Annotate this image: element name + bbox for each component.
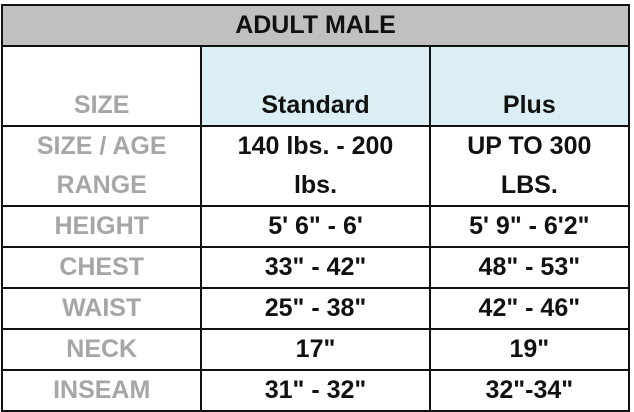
plus-value: 19" (428, 328, 631, 371)
row-label-line: RANGE (56, 171, 147, 199)
plus-column-header: Plus (428, 45, 631, 127)
title-row: ADULT MALE (1, 4, 630, 47)
row-label: HEIGHT (0, 205, 203, 248)
plus-value-line: LBS. (500, 171, 558, 199)
standard-value: 25" - 38" (200, 287, 431, 330)
header-row: SIZE Standard Plus (0, 45, 631, 127)
plus-value: 32"-34" (428, 369, 631, 412)
table-row-neck: NECK 17" 19" (0, 328, 631, 371)
table-row-size-age: SIZE / AGE RANGE 140 lbs. - 200 lbs. UP TO… (0, 125, 631, 207)
row-label: NECK (0, 328, 203, 371)
standard-value: 17" (200, 328, 431, 371)
chart-title: ADULT MALE (1, 4, 630, 47)
plus-value: 48" - 53" (428, 246, 631, 289)
plus-value: 5' 9" - 6'2" (428, 205, 631, 248)
standard-value: 31" - 32" (200, 369, 431, 412)
standard-value-line: 140 lbs. - 200 (237, 132, 394, 160)
standard-value: 140 lbs. - 200 lbs. (200, 125, 431, 207)
plus-value: UP TO 300 LBS. (428, 125, 631, 207)
size-chart-table: ADULT MALE SIZE Standard Plus SIZE / AGE… (0, 4, 631, 412)
plus-value-line: UP TO 300 (467, 132, 592, 160)
table-row-waist: WAIST 25" - 38" 42" - 46" (0, 287, 631, 330)
plus-value: 42" - 46" (428, 287, 631, 330)
standard-value: 33" - 42" (200, 246, 431, 289)
row-label: CHEST (0, 246, 203, 289)
row-label: SIZE / AGE RANGE (0, 125, 203, 207)
row-label: WAIST (0, 287, 203, 330)
table-row-chest: CHEST 33" - 42" 48" - 53" (0, 246, 631, 289)
table-row-height: HEIGHT 5' 6" - 6' 5' 9" - 6'2" (0, 205, 631, 248)
standard-value-line: lbs. (293, 171, 338, 199)
table-row-inseam: INSEAM 31" - 32" 32"-34" (0, 369, 631, 412)
standard-column-header: Standard (200, 45, 431, 127)
size-column-header: SIZE (0, 45, 203, 127)
row-label: INSEAM (0, 369, 203, 412)
standard-value: 5' 6" - 6' (200, 205, 431, 248)
row-label-line: SIZE / AGE (36, 132, 167, 160)
